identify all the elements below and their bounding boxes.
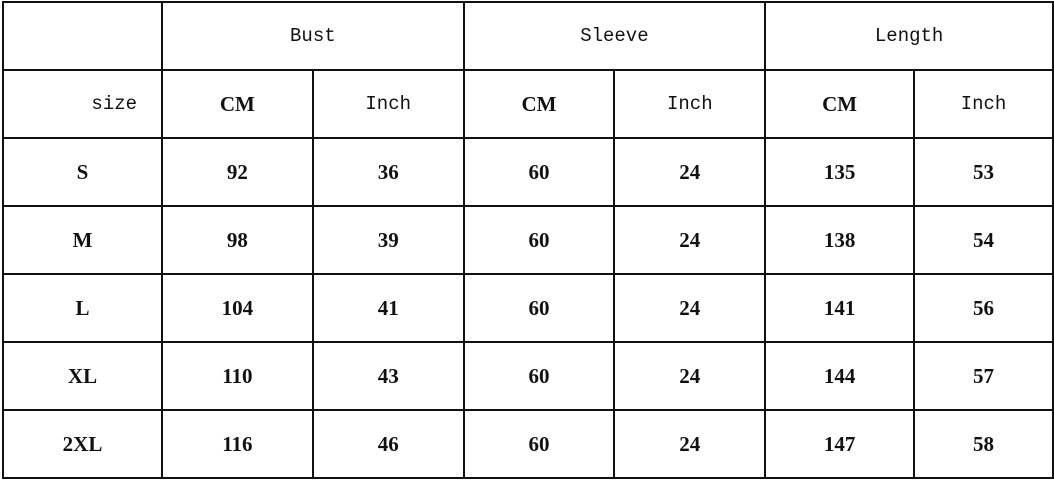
value-cell: 92 — [161, 137, 314, 207]
value-cell: 98 — [161, 205, 314, 275]
value-cell: 60 — [462, 409, 616, 479]
table-row: M 98 39 60 24 138 54 — [1, 205, 1054, 275]
table-row: 2XL 116 46 60 24 147 58 — [1, 409, 1054, 479]
empty-corner-cell — [1, 1, 164, 71]
table-row: S 92 36 60 24 135 53 — [1, 137, 1054, 207]
value-cell: 24 — [613, 273, 767, 343]
value-cell: 24 — [613, 205, 767, 275]
value-cell: 57 — [912, 341, 1054, 411]
value-cell: 60 — [462, 341, 616, 411]
group-header-bust: Bust — [161, 1, 465, 71]
value-cell: 24 — [613, 341, 767, 411]
value-cell: 53 — [912, 137, 1054, 207]
size-header: size — [1, 69, 164, 139]
unit-header: Inch — [912, 69, 1054, 139]
value-cell: 56 — [912, 273, 1054, 343]
value-cell: 58 — [912, 409, 1054, 479]
value-cell: 135 — [764, 137, 915, 207]
value-cell: 46 — [311, 409, 465, 479]
value-cell: 41 — [311, 273, 465, 343]
value-cell: 144 — [764, 341, 915, 411]
value-cell: 116 — [161, 409, 314, 479]
value-cell: 104 — [161, 273, 314, 343]
table-row: XL 110 43 60 24 144 57 — [1, 341, 1054, 411]
group-header-row: Bust Sleeve Length — [1, 1, 1054, 71]
value-cell: 36 — [311, 137, 465, 207]
value-cell: 60 — [462, 205, 616, 275]
value-cell: 43 — [311, 341, 465, 411]
unit-header: Inch — [613, 69, 767, 139]
unit-header-row: size CM Inch CM Inch CM Inch — [1, 69, 1054, 139]
value-cell: 141 — [764, 273, 915, 343]
value-cell: 138 — [764, 205, 915, 275]
size-cell: L — [1, 273, 164, 343]
value-cell: 147 — [764, 409, 915, 479]
value-cell: 24 — [613, 409, 767, 479]
size-cell: XL — [1, 341, 164, 411]
unit-header: CM — [161, 69, 314, 139]
value-cell: 54 — [912, 205, 1054, 275]
group-header-sleeve: Sleeve — [462, 1, 767, 71]
value-cell: 39 — [311, 205, 465, 275]
group-header-length: Length — [764, 1, 1054, 71]
value-cell: 24 — [613, 137, 767, 207]
size-cell: M — [1, 205, 164, 275]
unit-header: CM — [462, 69, 616, 139]
size-cell: 2XL — [1, 409, 164, 479]
table-row: L 104 41 60 24 141 56 — [1, 273, 1054, 343]
value-cell: 110 — [161, 341, 314, 411]
size-cell: S — [1, 137, 164, 207]
unit-header: CM — [764, 69, 915, 139]
value-cell: 60 — [462, 273, 616, 343]
unit-header: Inch — [311, 69, 465, 139]
value-cell: 60 — [462, 137, 616, 207]
